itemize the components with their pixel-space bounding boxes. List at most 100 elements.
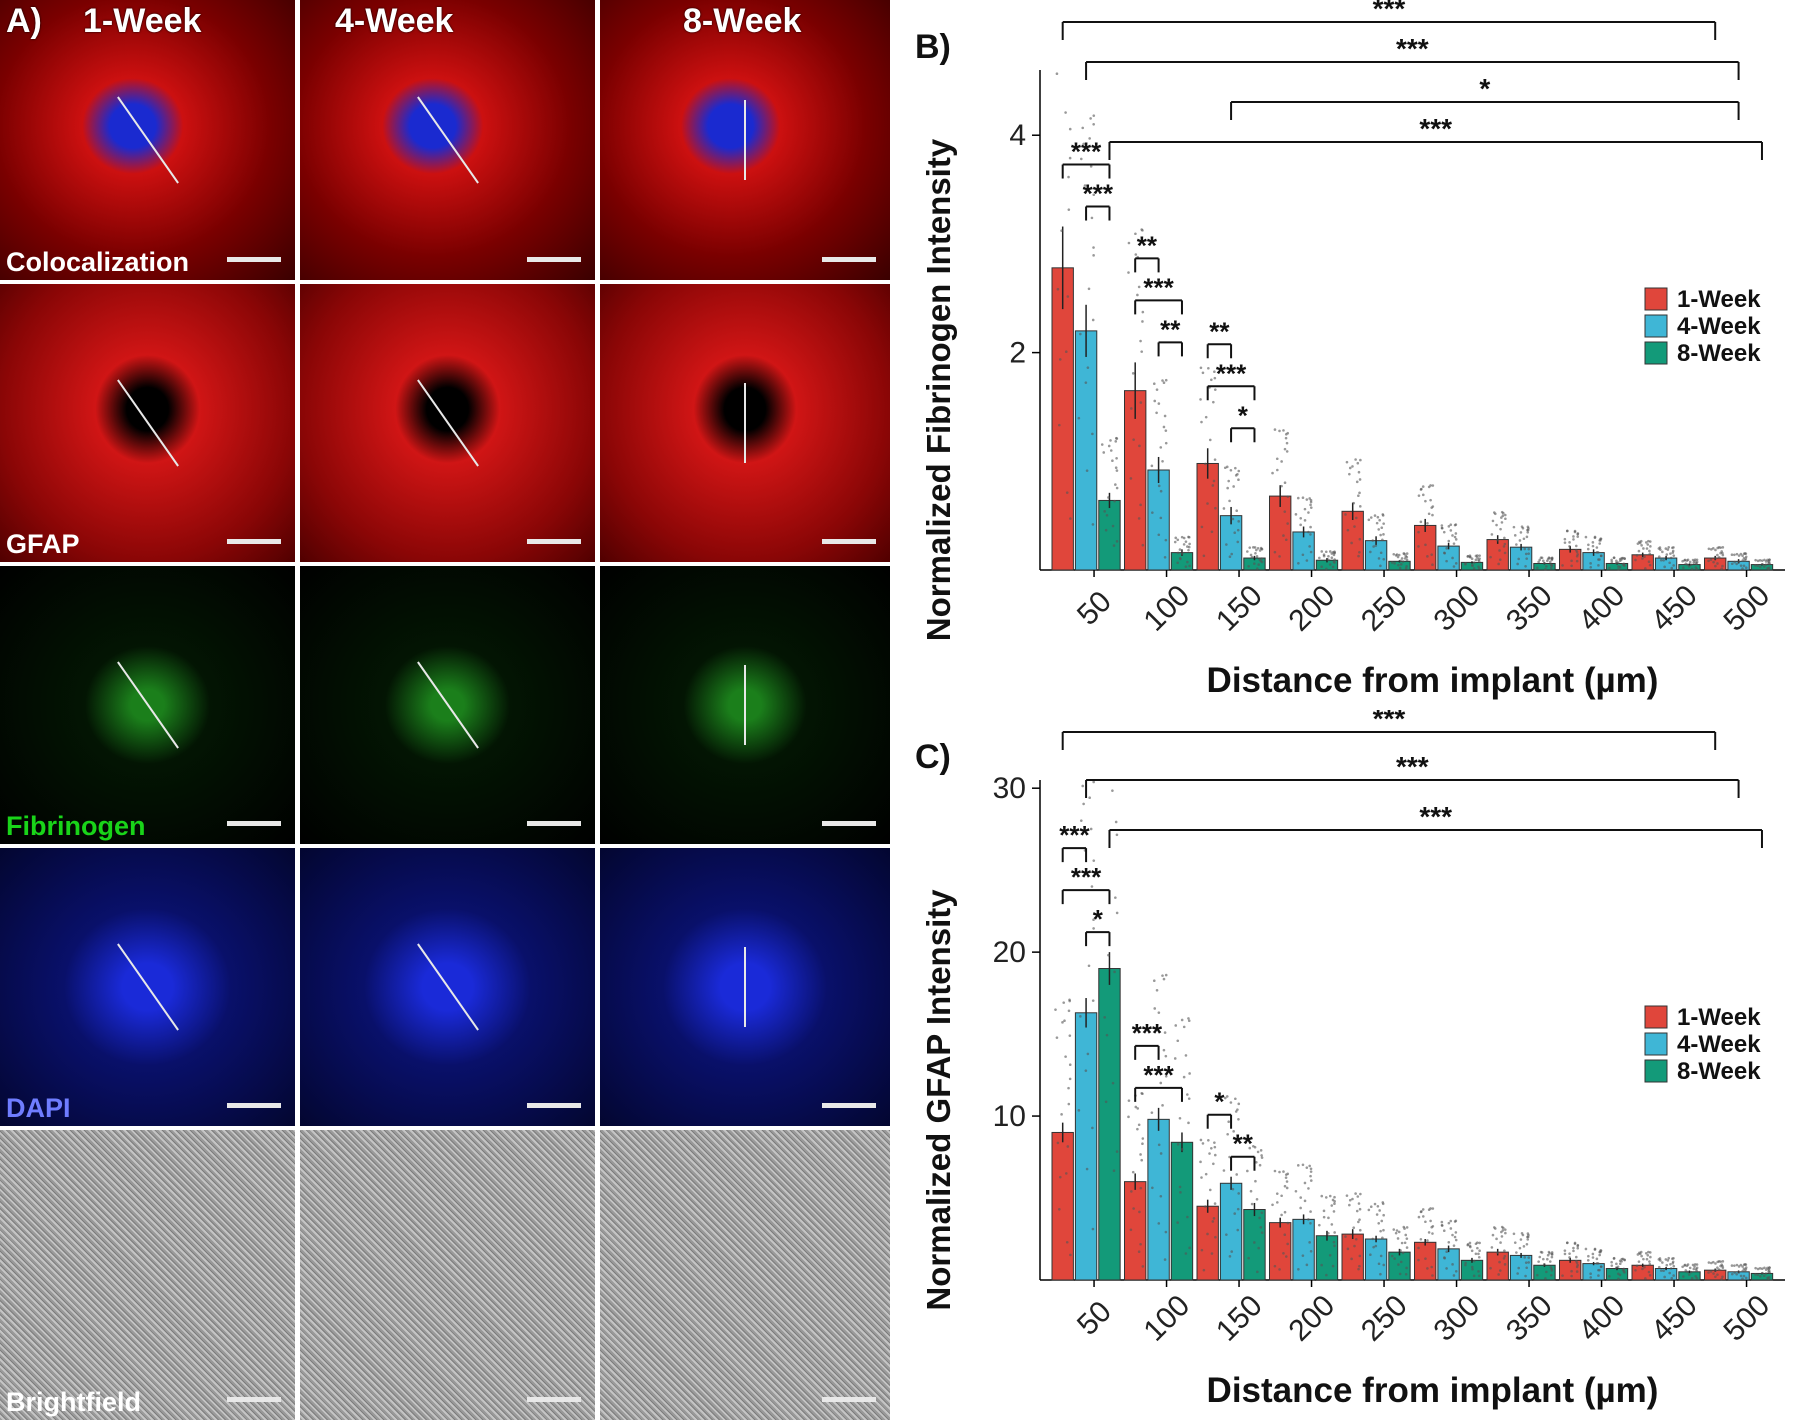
data-point (1618, 1262, 1622, 1266)
data-point (1743, 552, 1747, 555)
row-label: Brightfield (6, 1387, 141, 1417)
data-point (1354, 1237, 1358, 1241)
data-point (1303, 1199, 1307, 1203)
data-point (1767, 1277, 1770, 1281)
data-point (1593, 1247, 1597, 1251)
data-point (1451, 1233, 1454, 1237)
data-point (1356, 1195, 1360, 1198)
data-point (1452, 542, 1456, 545)
data-point (1234, 1110, 1238, 1113)
data-point (1202, 554, 1206, 558)
data-point (1068, 1034, 1072, 1037)
data-point (1348, 1203, 1351, 1207)
data-point (1756, 1273, 1760, 1277)
data-point (1498, 1269, 1502, 1272)
data-point (1180, 1018, 1184, 1022)
data-point (1204, 1172, 1208, 1176)
data-point (1247, 1256, 1250, 1260)
data-point (1103, 510, 1106, 513)
data-point (1524, 552, 1528, 556)
data-point (1203, 462, 1207, 466)
data-point (1206, 1232, 1209, 1236)
data-point (1157, 484, 1161, 488)
data-point (1451, 556, 1454, 560)
data-point (1763, 1266, 1766, 1270)
data-point (1065, 1240, 1069, 1244)
data-point (1767, 560, 1771, 564)
data-point (1424, 1220, 1427, 1224)
data-point (1348, 472, 1351, 476)
data-point (1397, 1263, 1400, 1266)
data-point (1352, 1226, 1356, 1230)
bar (1051, 267, 1074, 571)
data-point (1648, 1262, 1652, 1266)
data-point (1104, 528, 1108, 532)
data-point (1182, 1075, 1186, 1079)
data-point (1186, 1215, 1189, 1219)
data-point (1063, 1019, 1066, 1023)
bar (1147, 1118, 1170, 1281)
data-point (1640, 544, 1643, 547)
x-axis-title: Distance from implant (µm) (1207, 661, 1659, 700)
data-point (1199, 366, 1203, 370)
data-point (1092, 254, 1095, 257)
data-point (1379, 1254, 1383, 1258)
data-point (1665, 1263, 1669, 1267)
data-point (1476, 1241, 1479, 1244)
data-point (1640, 1254, 1643, 1258)
data-point (1382, 557, 1386, 561)
data-point (1716, 562, 1719, 565)
data-point (1737, 1265, 1741, 1268)
data-point (1598, 542, 1601, 545)
data-point (1550, 1253, 1554, 1256)
scale-bar (227, 257, 281, 262)
data-point (1139, 1186, 1143, 1190)
legend-swatch (1644, 314, 1668, 338)
data-point (1091, 999, 1095, 1002)
data-point (1503, 536, 1506, 540)
data-point (1451, 534, 1454, 537)
data-point (1258, 1163, 1262, 1167)
data-point (1151, 1186, 1154, 1190)
data-point (1687, 1273, 1691, 1276)
data-point (1236, 1228, 1240, 1232)
data-point (1575, 1265, 1579, 1269)
data-point (1235, 1173, 1239, 1176)
data-point (1672, 1264, 1676, 1268)
data-point (1730, 1272, 1734, 1276)
data-point (1542, 559, 1545, 563)
data-point (1227, 1120, 1230, 1124)
data-point (1249, 553, 1253, 557)
micrograph-gfap-1-week: GFAP (0, 284, 295, 562)
data-point (1276, 468, 1279, 472)
data-point (1331, 565, 1335, 569)
data-point (1717, 555, 1721, 559)
data-point (1069, 517, 1072, 520)
scale-bar (527, 1103, 581, 1108)
data-point (1709, 558, 1713, 561)
data-point (1759, 1274, 1762, 1278)
data-point (1464, 1263, 1467, 1267)
data-point (1576, 1246, 1580, 1250)
data-point (1762, 565, 1766, 568)
x-tick-label: 50 (1071, 585, 1118, 632)
data-point (1212, 1217, 1216, 1220)
data-point (1320, 1194, 1324, 1198)
data-point (1468, 1241, 1472, 1245)
data-point (1284, 436, 1288, 440)
data-point (1374, 544, 1378, 547)
data-point (1186, 545, 1189, 548)
data-point (1141, 310, 1145, 314)
data-point (1182, 536, 1186, 540)
data-point (1574, 548, 1578, 552)
data-point (1721, 553, 1725, 557)
data-point (1136, 293, 1139, 297)
data-point (1132, 438, 1135, 441)
data-point (1540, 1251, 1544, 1254)
data-point (1309, 498, 1313, 502)
data-point (1381, 538, 1384, 542)
data-point (1113, 499, 1116, 503)
implant-track-line (116, 379, 179, 467)
data-point (1309, 503, 1312, 507)
data-point (1447, 1240, 1451, 1244)
